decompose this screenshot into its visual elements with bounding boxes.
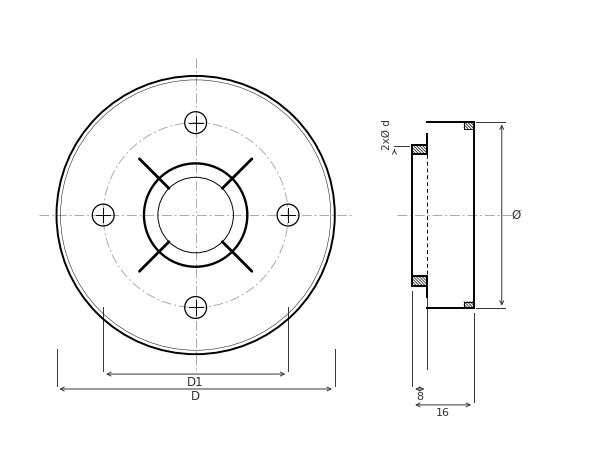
Text: Ø: Ø <box>512 208 521 221</box>
Text: 16: 16 <box>436 408 450 418</box>
Text: 2xØ d: 2xØ d <box>382 119 391 150</box>
Text: D1: D1 <box>187 375 204 388</box>
Text: D: D <box>191 391 200 404</box>
Text: 8: 8 <box>416 392 424 402</box>
